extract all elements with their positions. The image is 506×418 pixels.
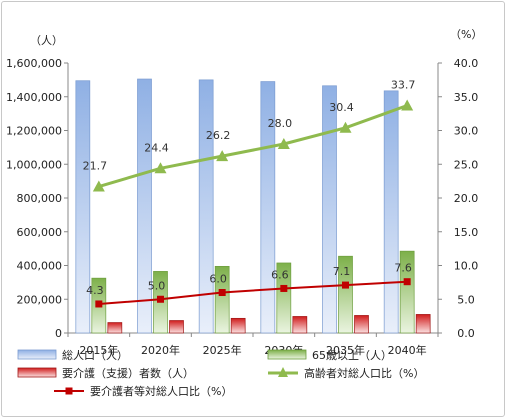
x-tick-label: 2035年 [326, 343, 365, 357]
bar-total-population [75, 80, 91, 334]
y-right-tick-label: 5.0 [457, 293, 475, 306]
legend-care-recipients-label: 要介護（支援）者数（人） [62, 366, 194, 380]
legend-age-65-plus-label: 65歳以上（人） [312, 349, 392, 362]
marker-square [403, 278, 411, 286]
y-left-tick-label: 1,000,000 [6, 158, 62, 171]
x-tick-label: 2040年 [388, 343, 427, 357]
y-left-tick-label: 600,000 [17, 226, 63, 239]
y-right-tick-label: 25.0 [454, 158, 479, 171]
x-tick-label: 2025年 [203, 343, 242, 357]
legend-care-recipients-swatch [17, 367, 57, 378]
y-right-tick-label: 0.0 [457, 327, 475, 340]
marker-triangle [339, 121, 352, 133]
y-right-tick-label: 30.0 [454, 125, 479, 138]
bar-care-recipients [354, 315, 369, 334]
y-left-unit-label: （人） [30, 34, 63, 47]
legend-elderly-ratio-marker [278, 367, 288, 377]
bar-age-65-plus [214, 265, 230, 334]
y-right-unit-label: （%） [450, 28, 482, 41]
data-label-elderly-ratio: 33.7 [391, 79, 416, 92]
legend-total-population-swatch [17, 349, 57, 360]
y-left-tick-label: 0 [55, 327, 62, 340]
data-label-care-ratio: 6.0 [209, 273, 227, 286]
marker-square [218, 289, 226, 296]
y-left-tick-label: 1,200,000 [6, 125, 62, 138]
y-right-tick-label: 10.0 [454, 260, 479, 273]
line-care-ratio [98, 280, 408, 305]
marker-triangle [401, 99, 414, 111]
data-label-care-ratio: 6.6 [271, 268, 289, 281]
legend-care-ratio-marker [65, 387, 73, 395]
bar-care-recipients [230, 317, 246, 334]
legend-age-65-plus-swatch [267, 349, 307, 360]
y-right-tick-label: 15.0 [454, 226, 479, 239]
data-label-elderly-ratio: 28.0 [268, 117, 293, 130]
y-left-tick-label: 1,600,000 [6, 57, 62, 70]
marker-triangle [92, 180, 105, 192]
bar-total-population [322, 85, 337, 334]
y-left-tick-label: 800,000 [17, 192, 63, 205]
marker-triangle [216, 150, 229, 162]
x-tick-label: 2020年 [141, 343, 180, 357]
data-label-elderly-ratio: 24.4 [144, 141, 169, 154]
marker-triangle [277, 138, 290, 149]
bar-total-population [383, 90, 399, 334]
y-left-tick-label: 400,000 [17, 260, 63, 273]
data-label-elderly-ratio: 21.7 [83, 160, 108, 173]
marker-square [342, 281, 349, 289]
bar-care-recipients [107, 322, 123, 334]
line-elderly-ratio [98, 104, 408, 188]
y-left-tick-label: 200,000 [17, 293, 63, 306]
bar-age-65-plus [276, 262, 292, 334]
data-label-care-ratio: 4.3 [86, 284, 104, 297]
y-right-tick-label: 40.0 [454, 57, 479, 70]
bar-care-recipients [415, 314, 431, 334]
y-left-tick-label: 1,400,000 [6, 91, 62, 104]
bar-total-population [137, 78, 152, 334]
bar-age-65-plus [338, 255, 353, 334]
data-label-elderly-ratio: 26.2 [206, 129, 231, 142]
marker-square [157, 295, 164, 303]
bar-total-population [198, 79, 214, 334]
data-label-care-ratio: 5.0 [148, 279, 166, 292]
marker-square [280, 284, 288, 292]
data-label-care-ratio: 7.6 [394, 262, 412, 275]
bar-care-recipients [169, 320, 184, 334]
bar-age-65-plus [399, 250, 415, 334]
y-right-tick-label: 20.0 [454, 192, 479, 205]
legend-elderly-ratio-label: 高齢者対総人口比（%） [304, 366, 424, 380]
bar-care-recipients [292, 316, 308, 334]
data-label-elderly-ratio: 30.4 [329, 101, 354, 114]
x-tick-label: 2015年 [79, 343, 118, 357]
legend-care-ratio-label: 要介護者等対総人口比（%） [90, 384, 232, 398]
y-right-tick-label: 35.0 [454, 91, 479, 104]
bar-total-population [260, 81, 276, 334]
data-label-care-ratio: 7.1 [333, 265, 351, 278]
marker-triangle [154, 162, 167, 174]
legend-total-population-label: 総人口（人） [62, 348, 128, 362]
marker-square [95, 300, 103, 308]
